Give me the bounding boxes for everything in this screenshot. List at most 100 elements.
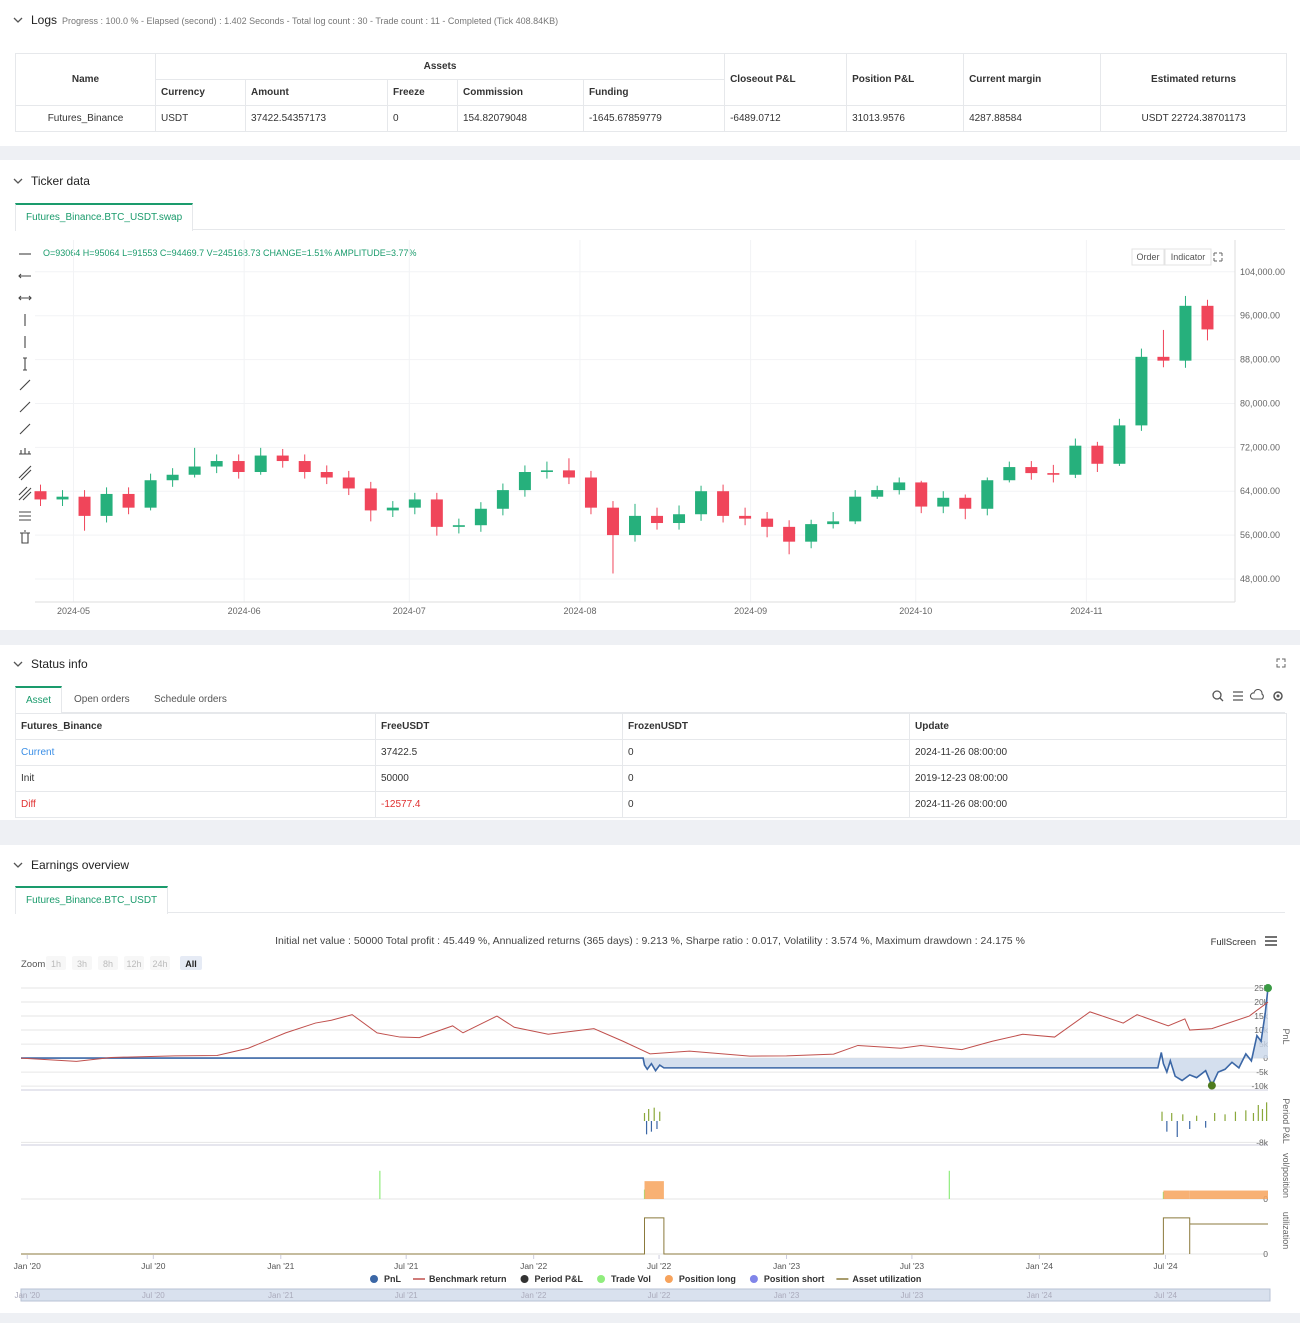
y-tick-label: 104,000.00	[1240, 267, 1285, 277]
zoom-button-label[interactable]: 1h	[51, 959, 61, 969]
expand-icon[interactable]	[1276, 658, 1286, 668]
legend-label[interactable]: PnL	[384, 1274, 402, 1284]
candle-body	[1201, 305, 1214, 330]
zoom-button-label[interactable]: All	[185, 959, 197, 969]
series-line	[21, 1217, 1268, 1255]
menu-icon[interactable]	[1265, 936, 1277, 946]
candle-body	[893, 482, 906, 491]
y-tick-label: -5k	[1256, 1067, 1269, 1077]
candle-body	[78, 496, 91, 516]
cell: Diff	[15, 791, 376, 818]
x-tick-label: Jul '22	[647, 1261, 672, 1271]
series-line	[21, 987, 1269, 1088]
collapse-icon[interactable]	[13, 861, 23, 869]
tab[interactable]: Schedule orders	[154, 694, 227, 705]
candle-body	[56, 496, 69, 500]
status-section: Status info Asset Open orders Schedule o…	[0, 645, 1300, 820]
ticker-section: Ticker data Futures_Binance.BTC_USDT.swa…	[0, 160, 1300, 630]
candle-body	[651, 515, 664, 524]
zoom-button-label[interactable]: 3h	[77, 959, 87, 969]
zoom-button-label[interactable]: 24h	[152, 959, 167, 969]
zoom-button[interactable]	[124, 956, 144, 970]
toolbar-icons[interactable]	[1210, 689, 1290, 703]
candle-body	[915, 482, 928, 507]
ohlc-info: O=93064 H=95064 L=91553 C=94469.7 V=2451…	[43, 248, 417, 258]
zoom-button[interactable]	[150, 956, 170, 970]
candle-body	[629, 515, 641, 536]
candle-body	[496, 490, 509, 509]
position-band	[1189, 1190, 1268, 1199]
candle-body	[364, 488, 377, 511]
legend-label[interactable]: Position short	[764, 1274, 825, 1284]
candle-body	[166, 474, 179, 481]
candle-body	[606, 507, 619, 536]
cell: Futures_Binance	[15, 105, 156, 132]
navigator[interactable]	[20, 1288, 1271, 1302]
cell: 37422.54357173	[245, 105, 388, 132]
collapse-icon[interactable]	[13, 177, 23, 185]
fullscreen-icon[interactable]	[1213, 252, 1223, 262]
x-tick-label: Jul '20	[141, 1261, 166, 1271]
legend-label[interactable]: Benchmark return	[429, 1274, 507, 1284]
indicator-button[interactable]	[1164, 248, 1212, 266]
candle-body	[783, 526, 796, 542]
candle-body	[276, 455, 289, 462]
cell: -6489.0712	[724, 105, 848, 132]
header: Estimated returns	[1100, 53, 1288, 106]
legend-label[interactable]: Asset utilization	[852, 1274, 921, 1284]
candle-body	[100, 493, 113, 516]
logs-section: Logs Progress : 100.0 % - Elapsed (secon…	[0, 0, 1300, 146]
legend-symbol	[664, 1275, 673, 1283]
header: Name	[15, 53, 156, 106]
tab[interactable]: Asset	[15, 686, 63, 714]
zoom-button[interactable]	[72, 956, 92, 970]
zoom-button[interactable]	[180, 956, 202, 970]
cell: 31013.9576	[846, 105, 965, 132]
cell: 0	[387, 105, 458, 132]
candle-body	[1157, 356, 1170, 361]
candle-body	[805, 524, 818, 542]
header: FrozenUSDT	[622, 713, 910, 740]
candle-body	[540, 470, 553, 473]
zoom-button[interactable]	[98, 956, 118, 970]
zoom-button-label[interactable]: 8h	[103, 959, 113, 969]
pnl-area	[21, 988, 1268, 1086]
candle-body	[320, 472, 333, 478]
candle-body	[761, 518, 774, 527]
collapse-icon[interactable]	[13, 660, 23, 668]
zoom-button-label[interactable]: 12h	[126, 959, 141, 969]
candle-body	[959, 497, 972, 509]
legend-label[interactable]: Trade Vol	[611, 1274, 651, 1284]
tab-bar	[15, 229, 1285, 230]
header: Freeze	[387, 79, 458, 106]
button-label[interactable]: Order	[1136, 252, 1159, 262]
candle-body	[122, 493, 135, 508]
zoom-button[interactable]	[46, 956, 66, 970]
drawing-toolbar[interactable]	[18, 253, 32, 544]
navigator-label: Jul '21	[395, 1291, 418, 1300]
x-tick-label: 2024-10	[899, 606, 932, 616]
collapse-icon[interactable]	[13, 16, 23, 24]
header: Futures_Binance	[15, 713, 376, 740]
tab[interactable]: Futures_Binance.BTC_USDT.swap	[15, 203, 194, 231]
tab[interactable]: Open orders	[74, 694, 130, 705]
button-label[interactable]: Indicator	[1171, 252, 1206, 262]
legend-label[interactable]: Period P&L	[535, 1274, 584, 1284]
candle-body	[34, 491, 47, 500]
order-button[interactable]	[1131, 248, 1165, 266]
x-tick-label: Jul '21	[394, 1261, 419, 1271]
navigator-label: Jul '23	[900, 1291, 923, 1300]
candle-body	[937, 497, 950, 507]
candle-body	[386, 507, 399, 511]
cell: 0	[622, 739, 910, 766]
x-tick-label: 2024-07	[393, 606, 426, 616]
tab[interactable]: Futures_Binance.BTC_USDT	[15, 886, 169, 914]
legend-label[interactable]: Position long	[679, 1274, 736, 1284]
y-tick-label: 48,000.00	[1240, 574, 1280, 584]
header: Assets	[154, 53, 726, 80]
earnings-chart: Initial net value : 50000 Total profit :…	[14, 935, 1291, 1302]
navigator-label: Jan '20	[14, 1291, 40, 1300]
cell: USDT	[155, 105, 246, 132]
header: FreeUSDT	[375, 713, 623, 740]
fullscreen-label[interactable]: FullScreen	[1211, 937, 1256, 948]
